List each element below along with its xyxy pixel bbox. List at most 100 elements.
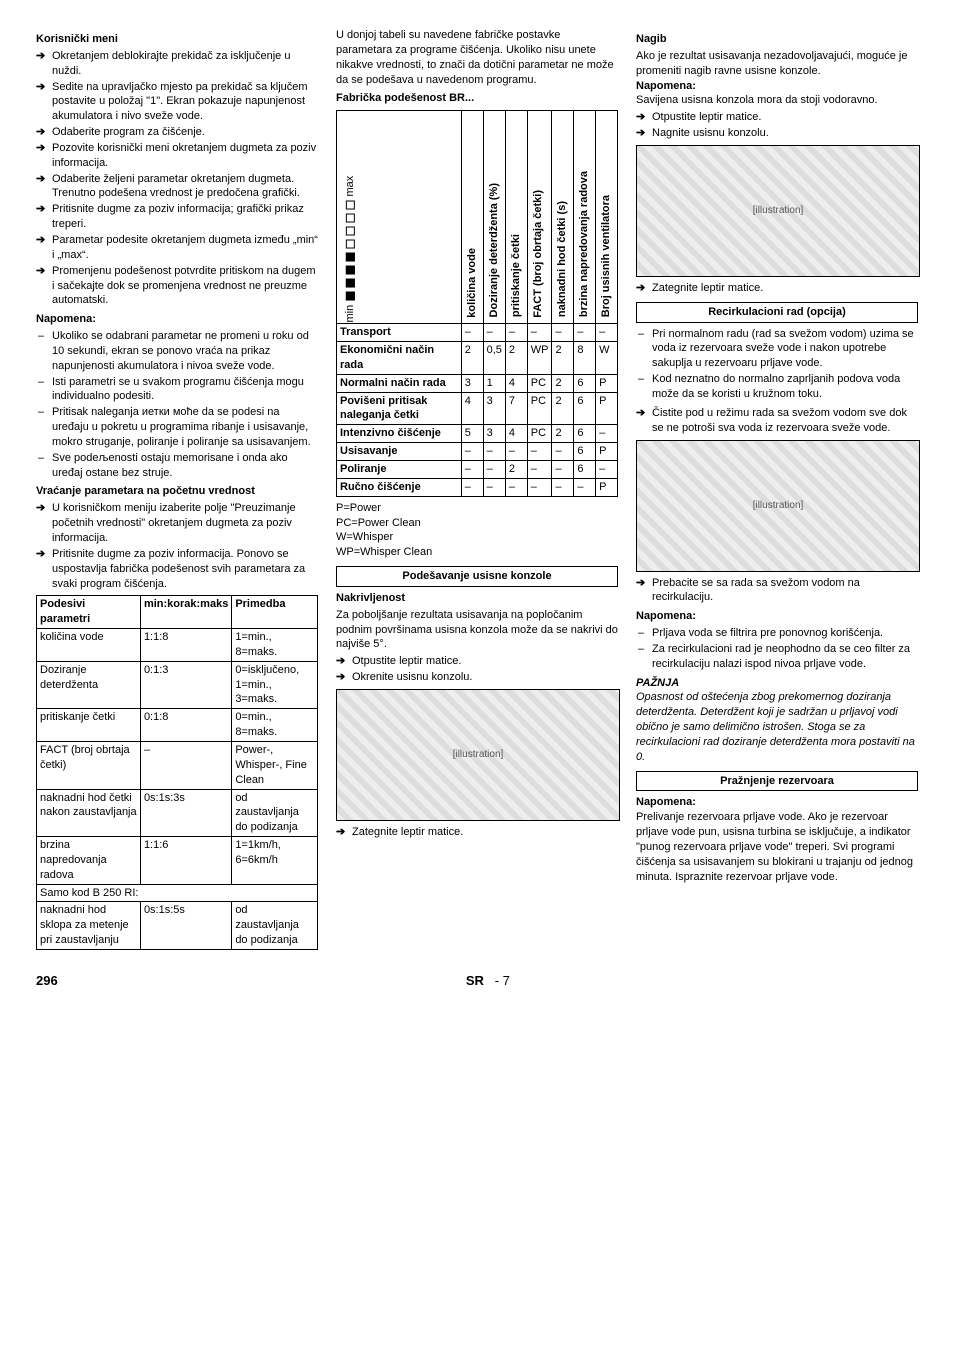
list-item: Pritisak naleganja иетки моће da se pode…	[52, 405, 318, 450]
list-item: Pritisnite dugme za poziv informacija. P…	[52, 547, 318, 592]
th-v: pritiskanje četki	[509, 234, 524, 317]
table-cell: –	[574, 478, 596, 496]
table-cell: W	[596, 342, 618, 375]
list-item: Otpustite leptir matice.	[652, 110, 918, 125]
table-cell: –	[461, 443, 483, 461]
heading-nakrivljenost: Nakrivljenost	[336, 591, 618, 606]
table-cell: –	[552, 460, 574, 478]
table-cell: 6	[574, 425, 596, 443]
legend-item: W=Whisper	[336, 530, 618, 545]
list-dashes-2: Pri normalnom radu (rad sa svežom vodom)…	[636, 327, 918, 402]
label-paznja: PAŽNJA	[636, 676, 918, 691]
list-arrows-6: Zategnite leptir matice.	[636, 281, 918, 296]
table-cell: 6	[574, 460, 596, 478]
table-row-label: Normalni način rada	[337, 374, 462, 392]
label-napomena-1: Napomena:	[36, 312, 318, 327]
table-cell: 0:1:3	[140, 661, 231, 709]
paragraph: Za poboljšanje rezultata usisavanja na p…	[336, 608, 618, 653]
table-cell: –	[483, 324, 505, 342]
table-cell: 2	[552, 342, 574, 375]
table-cell: –	[574, 324, 596, 342]
table-cell: –	[552, 324, 574, 342]
table-cell: –	[505, 324, 527, 342]
th-minmax: min max	[337, 111, 462, 324]
list-arrows-3: Otpustite leptir matice.Okrenite usisnu …	[336, 654, 618, 685]
table-cell: –	[483, 478, 505, 496]
table-cell: FACT (broj obrtaja četki)	[37, 741, 141, 789]
table-cell: 0s:1s:5s	[140, 902, 231, 950]
table-cell: 1=min., 8=maks.	[232, 629, 318, 662]
list-item: Zategnite leptir matice.	[652, 281, 918, 296]
table-cell: P	[596, 374, 618, 392]
table-cell: 0:1:8	[140, 709, 231, 742]
table-cell: –	[552, 443, 574, 461]
label-napomena-3: Napomena:	[636, 609, 918, 624]
table-cell: Doziranje deterdženta	[37, 661, 141, 709]
heading-vracanje: Vraćanje parametara na početnu vrednost	[36, 484, 318, 499]
table-span-row: Samo kod B 250 RI:	[37, 884, 318, 902]
list-item: Otpustite leptir matice.	[352, 654, 618, 669]
th-v: Doziranje deterdženta (%)	[487, 183, 502, 317]
table-cell: 6	[574, 392, 596, 425]
list-item: Čistite pod u režimu rada sa svežom vodo…	[652, 406, 918, 436]
table-cell: 5	[461, 425, 483, 443]
table-cell: 0s:1s:3s	[140, 789, 231, 837]
table-cell: P	[596, 443, 618, 461]
heading-fabricka: Fabrička podešenost BR...	[336, 91, 618, 106]
list-item: Isti parametri se u svakom programu čišć…	[52, 375, 318, 405]
th-range: min:korak:maks	[140, 596, 231, 629]
table-cell: 6	[574, 374, 596, 392]
table-cell: PC	[527, 425, 552, 443]
list-item: Prebacite se sa rada sa svežom vodom na …	[652, 576, 918, 606]
table-cell: 2	[552, 374, 574, 392]
list-dashes-1: Ukoliko se odabrani parametar ne promeni…	[36, 329, 318, 480]
table-cell: 2	[505, 342, 527, 375]
th-note: Primedba	[232, 596, 318, 629]
table-cell: –	[527, 478, 552, 496]
legend-item: P=Power	[336, 501, 618, 516]
heading-nagib: Nagib	[636, 32, 918, 47]
paragraph-intro: U donjoj tabeli su navedene fabričke pos…	[336, 28, 618, 87]
table-cell: –	[505, 478, 527, 496]
heading-podesavanje-konzole: Podešavanje usisne konzole	[336, 566, 618, 587]
table-cell: PC	[527, 374, 552, 392]
table-cell: –	[505, 443, 527, 461]
th-v: naknadni hod četki (s)	[555, 201, 570, 317]
list-item: U korisničkom meniju izaberite polje "Pr…	[52, 501, 318, 546]
table-row-label: Intenzivno čišćenje	[337, 425, 462, 443]
table-cell: 2	[461, 342, 483, 375]
list-item: Promenjenu podešenost potvrdite pritisko…	[52, 264, 318, 309]
list-arrows-4: Zategnite leptir matice.	[336, 825, 618, 840]
th-v: brzina napredovanja radova	[577, 171, 592, 317]
list-item: Za recirkulacioni rad je neophodno da se…	[652, 642, 918, 672]
table-cell: 2	[505, 460, 527, 478]
table-row-label: Usisavanje	[337, 443, 462, 461]
table-cell: –	[596, 324, 618, 342]
list-item: Zategnite leptir matice.	[352, 825, 618, 840]
table-cell: naknadni hod sklopa za metenje pri zaust…	[37, 902, 141, 950]
list-item: Okrenite usisnu konzolu.	[352, 670, 618, 685]
illustration-konzola-1: [illustration]	[336, 689, 620, 821]
paragraph: Prelivanje rezervoara prljave vode. Ako …	[636, 810, 918, 884]
table-row-label: Povišeni pritisak naleganja četki	[337, 392, 462, 425]
table-cell: –	[483, 460, 505, 478]
table-cell: 1:1:6	[140, 837, 231, 885]
list-item: Prljava voda se filtrira pre ponovnog ko…	[652, 626, 918, 641]
table-cell: –	[461, 324, 483, 342]
table-cell: –	[140, 741, 231, 789]
list-item: Nagnite usisnu konzolu.	[652, 126, 918, 141]
table-cell: –	[552, 478, 574, 496]
label-napomena-4: Napomena:	[636, 795, 918, 810]
list-item: Sedite na upravljačko mjesto pa prekidač…	[52, 80, 318, 125]
table-cell: od zaustavljanja do podizanja	[232, 789, 318, 837]
illustration-nagib: [illustration]	[636, 145, 920, 277]
table-cell: 7	[505, 392, 527, 425]
table-cell: 4	[505, 374, 527, 392]
legend: P=PowerPC=Power CleanW=WhisperWP=Whisper…	[336, 501, 618, 560]
table-cell: 2	[552, 392, 574, 425]
list-item: Sve podељenosti ostaju memorisane i onda…	[52, 451, 318, 481]
table-cell: 3	[461, 374, 483, 392]
table-cell: 0=isključeno, 1=min., 3=maks.	[232, 661, 318, 709]
heading-recirkulacioni: Recirkulacioni rad (opcija)	[636, 302, 918, 323]
list-item: Okretanjem deblokirajte prekidač za iskl…	[52, 49, 318, 79]
